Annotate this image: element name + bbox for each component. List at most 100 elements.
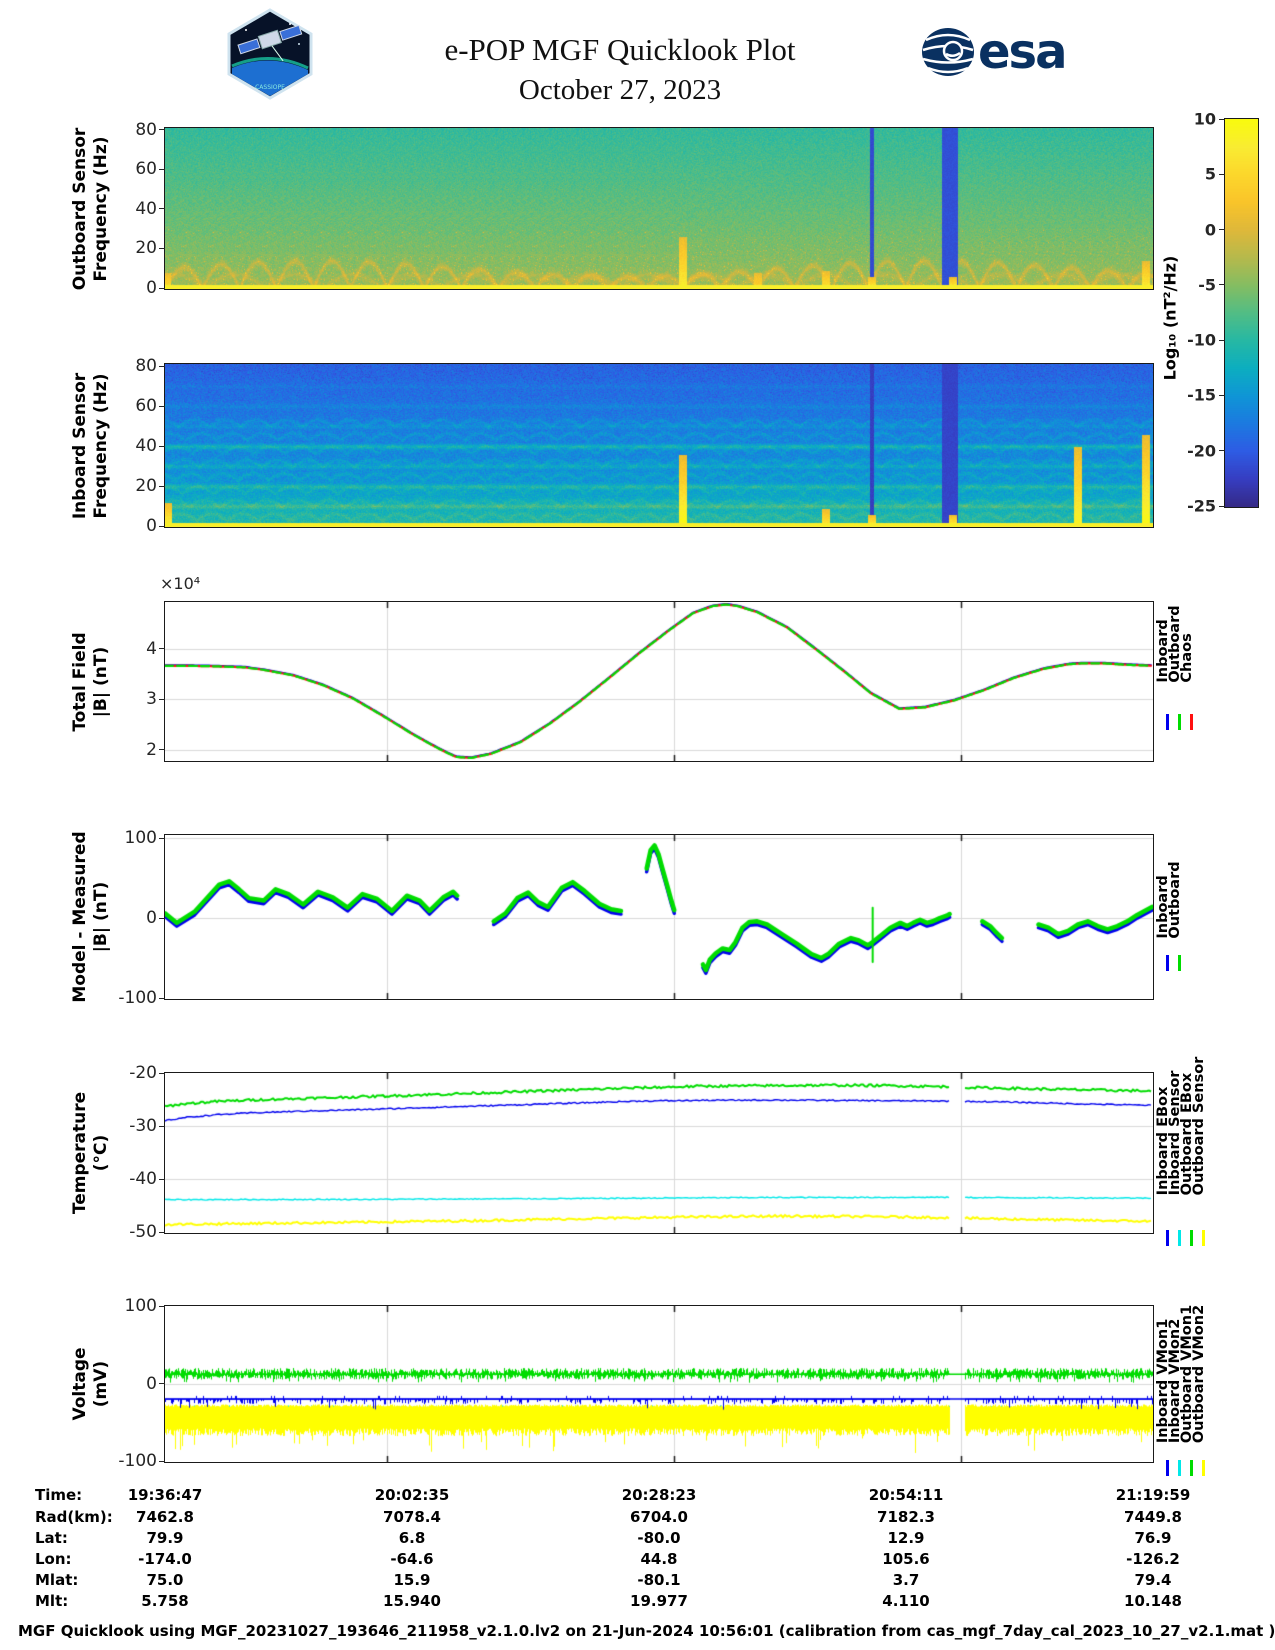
model_measured-ytick-mark (159, 917, 165, 919)
row-value: 15.940 (383, 1592, 441, 1610)
inboard_spectrogram-ytick-label: 40 (135, 436, 157, 456)
row-value: 12.9 (887, 1529, 925, 1547)
row-value: -174.0 (138, 1550, 192, 1568)
outboard_spectrogram-ytick-label: 40 (135, 198, 157, 219)
row-label: Rad(km): (35, 1508, 113, 1526)
total_field-ytick-mark (159, 698, 165, 700)
row-value: 6704.0 (630, 1508, 688, 1526)
row-value: 105.6 (882, 1550, 930, 1568)
total_field-legend-sample-green (1178, 714, 1181, 730)
voltage-ytick-mark (159, 1383, 165, 1384)
outboard_spectrogram-ytick-mark (159, 129, 165, 131)
colorbar-tick-label: -15 (1187, 385, 1216, 405)
voltage-ytick-mark (159, 1305, 165, 1307)
row-label: Mlt: (35, 1592, 69, 1610)
row-value: -64.6 (390, 1550, 434, 1568)
model_measured-legend: Inboard Outboard (1155, 861, 1183, 939)
voltage-legend-sample-yellow (1202, 1460, 1205, 1476)
outboard_spectrogram-ytick-label: 80 (135, 119, 157, 140)
cassiope-mission-patch: CASSIOPE (227, 8, 313, 100)
row-value: 20:02:35 (374, 1486, 450, 1504)
total-field-exponent: ×10⁴ (160, 574, 201, 593)
row-label: Time: (35, 1486, 83, 1504)
total_field-ytick-label: 2 (146, 739, 157, 760)
voltage-ytick-label: 0 (146, 1373, 157, 1394)
row-value: 75.0 (146, 1571, 184, 1589)
row-value: 20:54:11 (868, 1486, 944, 1504)
temperature-ytick-mark (159, 1178, 165, 1180)
voltage-ytick-label: 100 (124, 1296, 157, 1316)
inboard_spectrogram-ytick-label: 0 (146, 516, 157, 536)
row-value: 6.8 (398, 1529, 426, 1547)
temperature-ytick-mark (159, 1231, 165, 1233)
voltage-canvas (165, 1306, 1153, 1462)
esa-globe-icon (922, 28, 974, 76)
model_measured-legend-sample-blue (1166, 955, 1169, 971)
temperature-legend-sample-yellow (1202, 1230, 1205, 1246)
row-value: 21:19:59 (1115, 1486, 1191, 1504)
inboard_spectrogram-ytick-mark (159, 365, 165, 367)
esa-logo: esa (920, 26, 1068, 78)
row-value: 7078.4 (383, 1508, 441, 1526)
page-subtitle: October 27, 2023 (518, 74, 722, 106)
colorbar-tick-mark (1219, 229, 1225, 231)
colorbar-tick-mark (1219, 118, 1225, 120)
colorbar (1225, 119, 1258, 507)
colorbar-tick-label: -10 (1187, 330, 1216, 350)
colorbar-tick-label: 5 (1204, 164, 1216, 184)
temperature-ytick-label: -50 (129, 1222, 157, 1242)
footer-provenance-text: MGF Quicklook using MGF_20231027_193646_… (18, 1622, 1275, 1640)
colorbar-tick-label: -20 (1187, 441, 1216, 461)
colorbar-tick-mark (1219, 284, 1225, 286)
row-value: 15.9 (393, 1571, 431, 1589)
temperature-ytick-label: -20 (129, 1063, 157, 1083)
outboard_spectrogram-ylabel: Outboard Sensor Frequency (Hz) (69, 127, 111, 290)
row-label: Lat: (35, 1529, 68, 1547)
outboard_spectrogram-ytick-mark (159, 247, 165, 249)
outboard_spectrogram-ytick-label: 60 (135, 159, 157, 180)
total_field-legend-label: Chaos (1178, 633, 1195, 683)
model_measured-canvas (165, 835, 1153, 999)
voltage-ytick-mark (159, 1460, 165, 1462)
colorbar-tick-label: -5 (1198, 275, 1216, 295)
colorbar-tick-label: 0 (1204, 220, 1216, 240)
temperature-legend: Inboard EBox Inboard Sensor Outboard EBox O… (1155, 1056, 1207, 1196)
row-value: -80.0 (637, 1529, 681, 1547)
outboard_spectrogram-ytick-label: 20 (135, 238, 157, 259)
colorbar-tick-mark (1219, 505, 1225, 507)
temperature-legend-sample-cyan (1178, 1230, 1181, 1246)
colorbar-label: Log₁₀ (nT²/Hz) (1160, 255, 1180, 381)
colorbar-tick-label: -25 (1187, 496, 1216, 516)
inboard_spectrogram-ylabel: Inboard Sensor Frequency (Hz) (69, 372, 111, 519)
total_field-canvas (165, 602, 1153, 761)
row-value: 7449.8 (1124, 1508, 1182, 1526)
inboard_spectrogram-canvas (165, 364, 1153, 527)
temperature-legend-samples (1166, 1230, 1205, 1246)
total_field-legend-sample-red (1190, 714, 1193, 730)
model_measured-legend-label: Outboard (1166, 861, 1183, 939)
row-value: 20:28:23 (621, 1486, 697, 1504)
inboard_spectrogram-ytick-label: 20 (135, 476, 157, 496)
voltage-ytick-label: -100 (118, 1451, 157, 1471)
colorbar-tick-mark (1219, 450, 1225, 452)
colorbar-tick-mark (1219, 339, 1225, 341)
outboard_spectrogram-ytick-mark (159, 208, 165, 210)
temperature-canvas (165, 1073, 1153, 1233)
temperature-legend-label: Outboard Sensor (1190, 1056, 1207, 1196)
voltage-ylabel: Voltage (mV) (69, 1347, 111, 1421)
model_measured-ytick-mark (159, 997, 165, 999)
inboard_spectrogram-ytick-mark (159, 525, 165, 527)
temperature-ytick-label: -30 (129, 1116, 157, 1136)
outboard_spectrogram-ytick-mark (159, 168, 165, 170)
row-value: 4.110 (882, 1592, 930, 1610)
model_measured-ytick-label: 0 (146, 908, 157, 929)
row-value: -126.2 (1126, 1550, 1180, 1568)
row-value: 7462.8 (136, 1508, 194, 1526)
row-value: 76.9 (1134, 1529, 1172, 1547)
row-value: 44.8 (640, 1550, 678, 1568)
total_field-ytick-label: 4 (146, 638, 157, 659)
voltage-legend: Inboard VMon1 Inboard VMon2 Outboard VMon1… (1155, 1305, 1207, 1443)
row-label: Lon: (35, 1550, 72, 1568)
colorbar-tick-mark (1219, 173, 1225, 175)
